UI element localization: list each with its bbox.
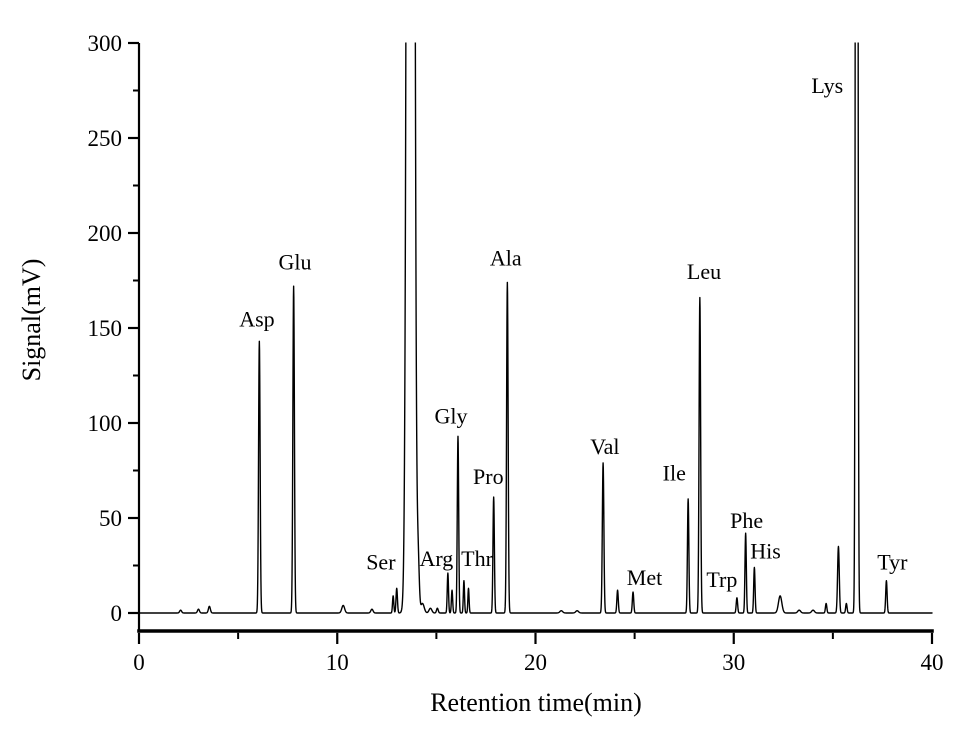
x-tick-label-20: 20 xyxy=(524,650,547,675)
y-tick-label-100: 100 xyxy=(88,411,123,436)
peak-label-asp: Asp xyxy=(239,307,274,332)
signal-trace xyxy=(138,42,933,614)
peak-label-thr: Thr xyxy=(461,546,493,571)
peak-label-gly: Gly xyxy=(435,403,468,428)
peak-label-arg: Arg xyxy=(419,546,453,571)
y-tick-label-150: 150 xyxy=(88,316,123,341)
tick-labels: 0 50 100 150 200 250 300 0 10 20 30 40 xyxy=(88,31,944,675)
x-tick-label-10: 10 xyxy=(326,650,349,675)
peak-label-val: Val xyxy=(590,434,619,459)
peak-label-glu: Glu xyxy=(279,250,312,275)
peak-label-ile: Ile xyxy=(663,460,686,485)
peak-label-leu: Leu xyxy=(687,259,721,284)
y-tick-label-50: 50 xyxy=(99,506,122,531)
y-tick-label-200: 200 xyxy=(88,221,123,246)
peak-label-his: His xyxy=(750,538,781,563)
peak-label-ala: Ala xyxy=(490,246,522,271)
peak-label-ser: Ser xyxy=(366,550,396,575)
peak-label-lys: Lys xyxy=(811,73,843,98)
x-tick-label-0: 0 xyxy=(133,650,145,675)
peak-label-pro: Pro xyxy=(473,464,504,489)
peak-label-phe: Phe xyxy=(730,508,763,533)
peak-labels: Asp Glu Ser Arg Gly Thr Pro Ala Val Met Ile Leu Trp P… xyxy=(239,73,908,592)
y-tick-label-250: 250 xyxy=(88,126,123,151)
axes xyxy=(128,41,934,644)
x-axis-title: Retention time(min) xyxy=(430,688,642,717)
y-tick-label-300: 300 xyxy=(88,31,123,56)
y-tick-label-0: 0 xyxy=(111,601,123,626)
peak-label-met: Met xyxy=(627,565,662,590)
x-tick-label-30: 30 xyxy=(722,650,745,675)
peak-label-tyr: Tyr xyxy=(877,550,908,575)
y-axis-title: Signal(mV) xyxy=(17,259,46,382)
x-tick-label-40: 40 xyxy=(921,650,944,675)
peak-label-trp: Trp xyxy=(706,567,737,592)
